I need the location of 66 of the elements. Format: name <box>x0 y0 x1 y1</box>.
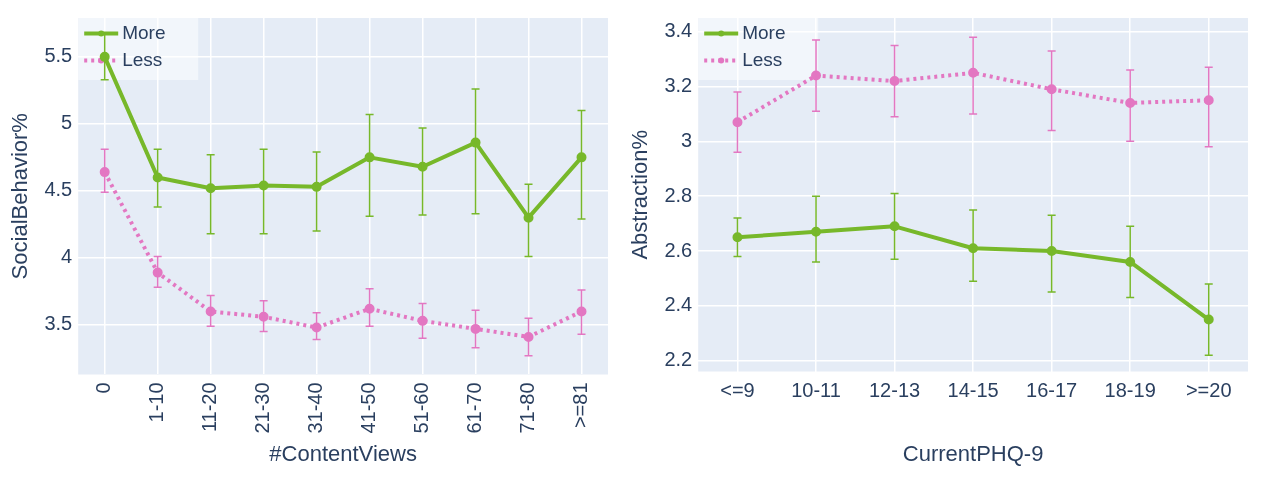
y-tick-label: 5.5 <box>44 44 73 67</box>
point <box>311 322 322 333</box>
x-tick-label: 71-80 <box>516 382 539 434</box>
point <box>417 161 428 172</box>
point <box>470 323 481 334</box>
point <box>364 152 375 163</box>
x-tick-label: >=81 <box>569 382 592 429</box>
x-tick-label: 31-40 <box>304 382 327 434</box>
point <box>99 51 110 62</box>
y-tick-label: 5 <box>61 111 73 134</box>
x-tick-label: 12-13 <box>868 379 921 402</box>
point <box>732 232 743 243</box>
x-tick-label: 11-20 <box>198 382 221 433</box>
y-axis-title: Abstraction% <box>627 129 653 260</box>
point <box>889 76 900 87</box>
x-tick-label: 16-17 <box>1026 379 1078 402</box>
point <box>1203 314 1214 325</box>
point <box>311 181 322 192</box>
point <box>1046 84 1057 95</box>
x-tick-label: 0 <box>92 382 115 394</box>
point <box>1203 95 1214 106</box>
legend-label: Less <box>122 48 163 70</box>
x-tick-label: 1-10 <box>145 382 168 423</box>
point <box>732 117 743 128</box>
point <box>152 267 163 278</box>
y-tick-label: 2.8 <box>664 183 693 206</box>
y-tick-label: 3 <box>681 128 693 151</box>
point <box>523 331 534 342</box>
x-tick-label: <=9 <box>720 379 755 402</box>
point <box>258 180 269 191</box>
point <box>576 152 587 163</box>
point <box>470 137 481 148</box>
x-tick-label: 51-60 <box>410 382 433 434</box>
point <box>523 212 534 223</box>
y-tick-label: 2.2 <box>664 348 693 371</box>
point <box>576 306 587 317</box>
x-tick-label: 18-19 <box>1104 379 1156 402</box>
x-tick-label: >=20 <box>1185 379 1232 402</box>
point <box>205 183 216 194</box>
point <box>889 221 900 232</box>
y-tick-label: 3.2 <box>664 74 693 97</box>
point <box>811 70 822 81</box>
y-axis-title: SocialBehavior% <box>7 113 33 280</box>
x-tick-label: 61-70 <box>463 382 486 434</box>
y-tick-label: 4 <box>61 245 73 268</box>
point <box>152 172 163 183</box>
x-tick-label: 10-11 <box>791 379 841 402</box>
legend-label: Less <box>742 48 783 70</box>
legend-label: More <box>122 21 166 43</box>
x-tick-label: 14-15 <box>947 379 999 402</box>
legend-label: More <box>742 21 786 43</box>
x-tick-label: 21-30 <box>251 382 274 434</box>
x-tick-label: 41-50 <box>357 382 380 434</box>
x-axis-title: #ContentViews <box>269 440 417 466</box>
point <box>258 311 269 322</box>
point <box>205 306 216 317</box>
x-axis-title: CurrentPHQ-9 <box>902 440 1044 466</box>
point <box>417 315 428 326</box>
y-tick-label: 3.5 <box>44 312 73 335</box>
y-tick-label: 2.4 <box>664 293 693 316</box>
y-tick-label: 3.4 <box>664 19 693 42</box>
y-tick-label: 4.5 <box>44 178 73 201</box>
point <box>99 167 110 178</box>
point <box>364 303 375 314</box>
y-tick-label: 2.6 <box>664 238 693 261</box>
point <box>1046 245 1057 256</box>
